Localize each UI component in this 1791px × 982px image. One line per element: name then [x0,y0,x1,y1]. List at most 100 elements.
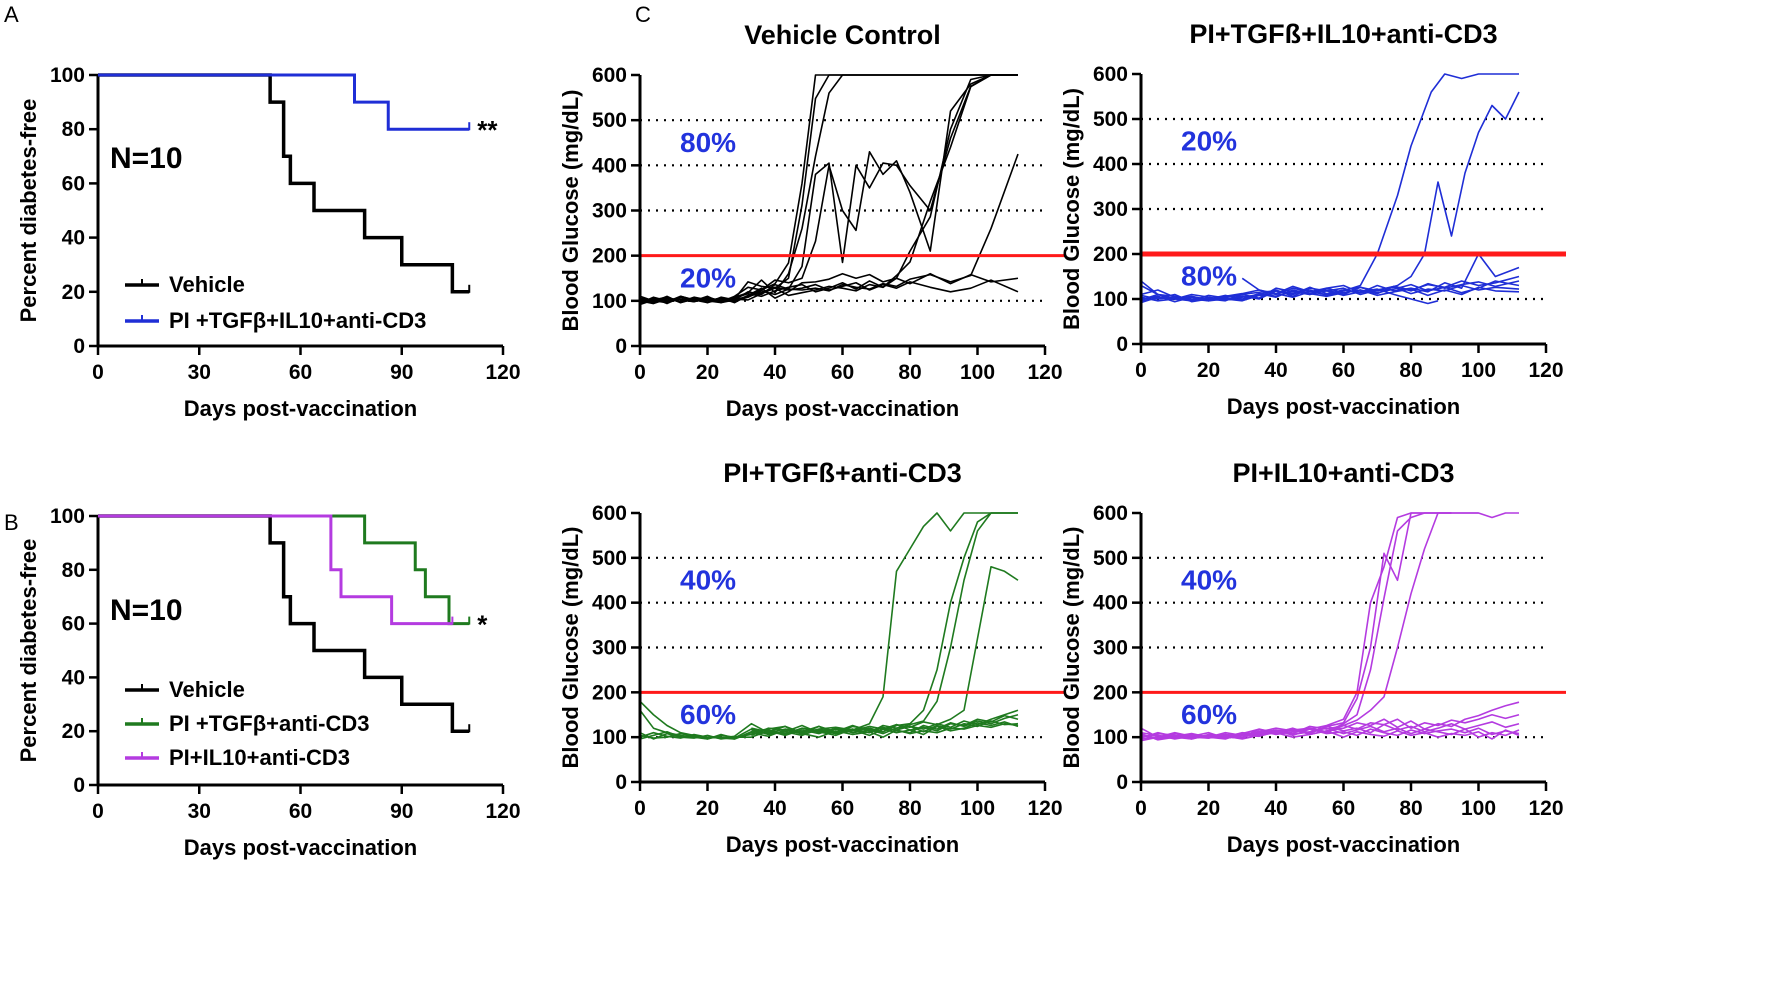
panel-c4-y-tick-label: 0 [1116,771,1128,794]
panel-c4-mouse-line-10 [1140,729,1520,741]
panel-b-x-tick-label: 120 [485,800,520,823]
panel-letter-a: A [4,2,19,27]
panel-c1-y-tick-label: 0 [615,335,627,358]
panel-c3-y-axis-label: Blood Glucose (mg/dL) [558,527,583,769]
panel-c4-series-group [1140,512,1520,742]
panel-c1-y-tick-label: 300 [592,200,627,223]
panel-c3-y-tick-label: 400 [592,592,627,615]
panel-c3-mouse-line-10 [639,700,1019,740]
panel-c4-x-tick-label: 40 [1264,797,1287,820]
panel-c3-x-tick-label: 120 [1027,797,1062,820]
panel-a-x-tick-label: 120 [485,361,520,384]
panel-c2-series-group [1140,73,1520,305]
panel-b-legend-label-2: PI+IL10+anti-CD3 [169,745,350,770]
panel-c3-y-tick-label: 200 [592,681,627,704]
panel-c-il10-glucose-chart: PI+IL10+anti-CD340%60%010020030040050060… [1059,458,1566,857]
panel-c3-y-tick-label: 600 [592,502,627,525]
panel-b-n-label: N=10 [110,594,183,627]
panel-c2-pct-below: 80% [1181,261,1237,292]
panel-c1-y-tick-label: 500 [592,109,627,132]
panel-b-y-axis-label: Percent diabetes-free [16,539,41,763]
panel-c-tgfb-il10-glucose-chart: PI+TGFß+IL10+anti-CD320%80%0100200300400… [1059,19,1566,419]
panel-c2-y-tick-label: 200 [1093,243,1128,266]
panel-a-y-axis-label: Percent diabetes-free [16,99,41,323]
panel-a-x-axis-label: Days post-vaccination [184,396,418,421]
panel-b-significance-1: * [477,610,488,640]
panel-c4-mouse-line-9 [1140,727,1520,742]
panel-a-y-tick-label: 60 [62,172,85,195]
panel-c1-y-tick-label: 400 [592,154,627,177]
panel-c4-x-tick-label: 100 [1461,797,1496,820]
panel-c3-x-tick-label: 40 [763,797,786,820]
panel-a-y-tick-label: 0 [73,335,85,358]
panel-a-km-line-0 [98,73,470,294]
panel-c3-x-tick-label: 100 [960,797,995,820]
panel-c3-pct-below: 60% [680,699,736,730]
panel-c1-title: Vehicle Control [744,20,941,50]
panel-c2-y-tick-label: 300 [1093,198,1128,221]
panel-c4-x-axis-label: Days post-vaccination [1227,832,1461,857]
panel-c1-x-tick-label: 80 [898,361,921,384]
panel-c1-x-tick-label: 40 [763,361,786,384]
panel-c2-y-tick-label: 500 [1093,108,1128,131]
panel-c4-y-tick-label: 100 [1093,726,1128,749]
panel-b-y-tick-label: 40 [62,666,85,689]
panel-a-y-tick-label: 20 [62,281,85,304]
panel-c2-y-tick-label: 400 [1093,153,1128,176]
panel-c1-mouse-line-10 [639,279,1019,304]
panel-a-x-tick-label: 90 [390,361,413,384]
panel-c1-series-group [639,74,1019,306]
panel-c2-x-tick-label: 80 [1399,359,1422,382]
panel-c3-series-group [639,512,1019,740]
panel-b-km-line-0 [98,514,470,733]
panel-b-x-tick-label: 90 [390,800,413,823]
panel-a-x-tick-label: 0 [92,361,104,384]
panel-a-series-0: Vehicle [98,73,471,297]
panel-c3-x-axis-label: Days post-vaccination [726,832,960,857]
panel-a-legend-label-0: Vehicle [169,272,245,297]
panel-c2-y-tick-label: 0 [1116,333,1128,356]
panel-c3-x-tick-label: 80 [898,797,921,820]
panel-c3-y-tick-label: 100 [592,726,627,749]
panel-b-y-tick-label: 100 [50,505,85,528]
panel-c1-y-axis-label: Blood Glucose (mg/dL) [558,90,583,332]
panel-c4-y-axis-label: Blood Glucose (mg/dL) [1059,527,1084,769]
panel-b-y-tick-label: 0 [73,774,85,797]
panel-c2-x-tick-label: 0 [1135,359,1147,382]
panel-b-series-0: Vehicle [98,514,471,733]
panel-b-km-line-2 [98,514,453,626]
panel-c3-pct-above: 40% [680,564,736,595]
panel-a-x-tick-label: 30 [188,361,211,384]
panel-c2-mouse-line-7 [1140,286,1520,302]
panel-c4-pct-above: 40% [1181,564,1237,595]
panel-c2-x-tick-label: 20 [1197,359,1220,382]
panel-b-survival-chart: 0 20 40 60 80 100 0 30 60 90 120 Days post-vaccinat… [16,505,521,860]
panel-c1-y-tick-label: 600 [592,64,627,87]
panel-c3-title: PI+TGFß+anti-CD3 [723,458,962,488]
panel-b-x-tick-label: 0 [92,800,104,823]
panel-a-series-1: ** PI +TGFβ+IL10+anti-CD3 [98,73,498,333]
panel-c3-x-tick-label: 0 [634,797,646,820]
panel-c3-y-tick-label: 500 [592,547,627,570]
panel-a-survival-chart: 0 20 40 60 80 100 0 30 60 90 120 Days post-vaccinat… [16,64,521,421]
panel-c2-mouse-line-8 [1140,287,1439,305]
panel-c2-title: PI+TGFß+IL10+anti-CD3 [1189,19,1497,49]
panel-c4-y-tick-label: 200 [1093,681,1128,704]
panel-b-legend-label-0: Vehicle [169,677,245,702]
panel-b-y-tick-label: 80 [62,559,85,582]
panel-c2-mouse-line-10 [1140,296,1236,304]
panel-c3-y-tick-label: 0 [615,771,627,794]
panel-b-series-2: PI+IL10+anti-CD3 [98,514,454,770]
panel-c1-y-tick-label: 200 [592,245,627,268]
panel-c4-y-tick-label: 400 [1093,592,1128,615]
panel-c4-x-tick-label: 20 [1197,797,1220,820]
panel-c4-x-tick-label: 0 [1135,797,1147,820]
panel-c1-x-axis-label: Days post-vaccination [726,396,960,421]
panel-c2-x-tick-label: 100 [1461,359,1496,382]
panel-c3-mouse-line-3 [751,512,1018,737]
panel-c2-x-axis-label: Days post-vaccination [1227,394,1461,419]
panel-c3-y-tick-label: 300 [592,637,627,660]
panel-c1-x-tick-label: 60 [831,361,854,384]
panel-c3-mouse-line-2 [751,512,1018,736]
panel-letter-c: C [635,2,651,27]
